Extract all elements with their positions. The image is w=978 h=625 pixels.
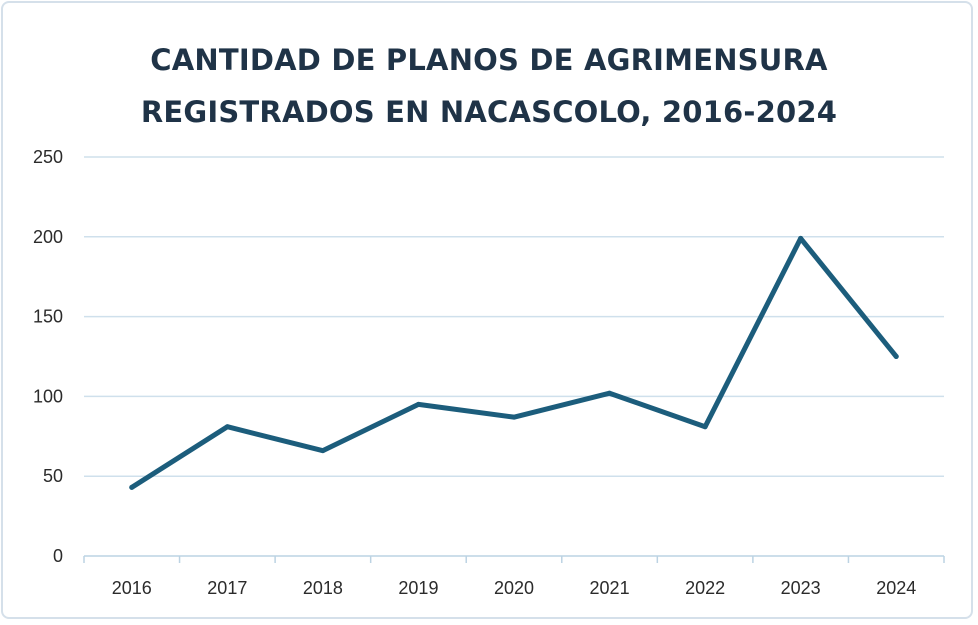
y-tick-label: 50: [43, 466, 63, 486]
x-tick-label: 2023: [781, 578, 821, 598]
data-point: [224, 424, 230, 430]
x-tick-label: 2024: [876, 578, 916, 598]
x-tick-label: 2021: [590, 578, 630, 598]
y-axis-tick-labels: 0 50 100 150 200 250: [33, 147, 63, 566]
x-axis-tick-labels: 2016 2017 2018 2019 2020 2021 2022 2023 2024: [112, 578, 916, 598]
data-point: [702, 424, 708, 430]
x-tick-label: 2016: [112, 578, 152, 598]
data-point: [320, 448, 326, 454]
x-tick-label: 2019: [398, 578, 438, 598]
data-point: [511, 414, 517, 420]
data-point: [798, 235, 804, 241]
y-tick-label: 150: [33, 307, 63, 327]
gridlines: [84, 156, 944, 477]
x-tick-label: 2018: [303, 578, 343, 598]
x-axis: [83, 555, 945, 563]
data-point: [607, 390, 613, 396]
data-point: [893, 354, 899, 359]
y-tick-label: 0: [53, 546, 63, 566]
series-line: [129, 235, 899, 490]
chart-title: CANTIDAD DE PLANOS DE AGRIMENSURA REGIST…: [0, 34, 978, 138]
data-point: [129, 484, 135, 490]
data-point: [415, 401, 421, 407]
x-tick-label: 2017: [207, 578, 247, 598]
x-tick-label: 2022: [685, 578, 725, 598]
x-tick-label: 2020: [494, 578, 534, 598]
chart-title-line-1: CANTIDAD DE PLANOS DE AGRIMENSURA: [150, 43, 828, 77]
y-tick-label: 250: [33, 147, 63, 167]
y-tick-label: 100: [33, 386, 63, 406]
chart-title-line-2: REGISTRADOS EN NACASCOLO, 2016-2024: [140, 95, 838, 129]
y-tick-label: 200: [33, 227, 63, 247]
series-lines: [129, 235, 899, 490]
